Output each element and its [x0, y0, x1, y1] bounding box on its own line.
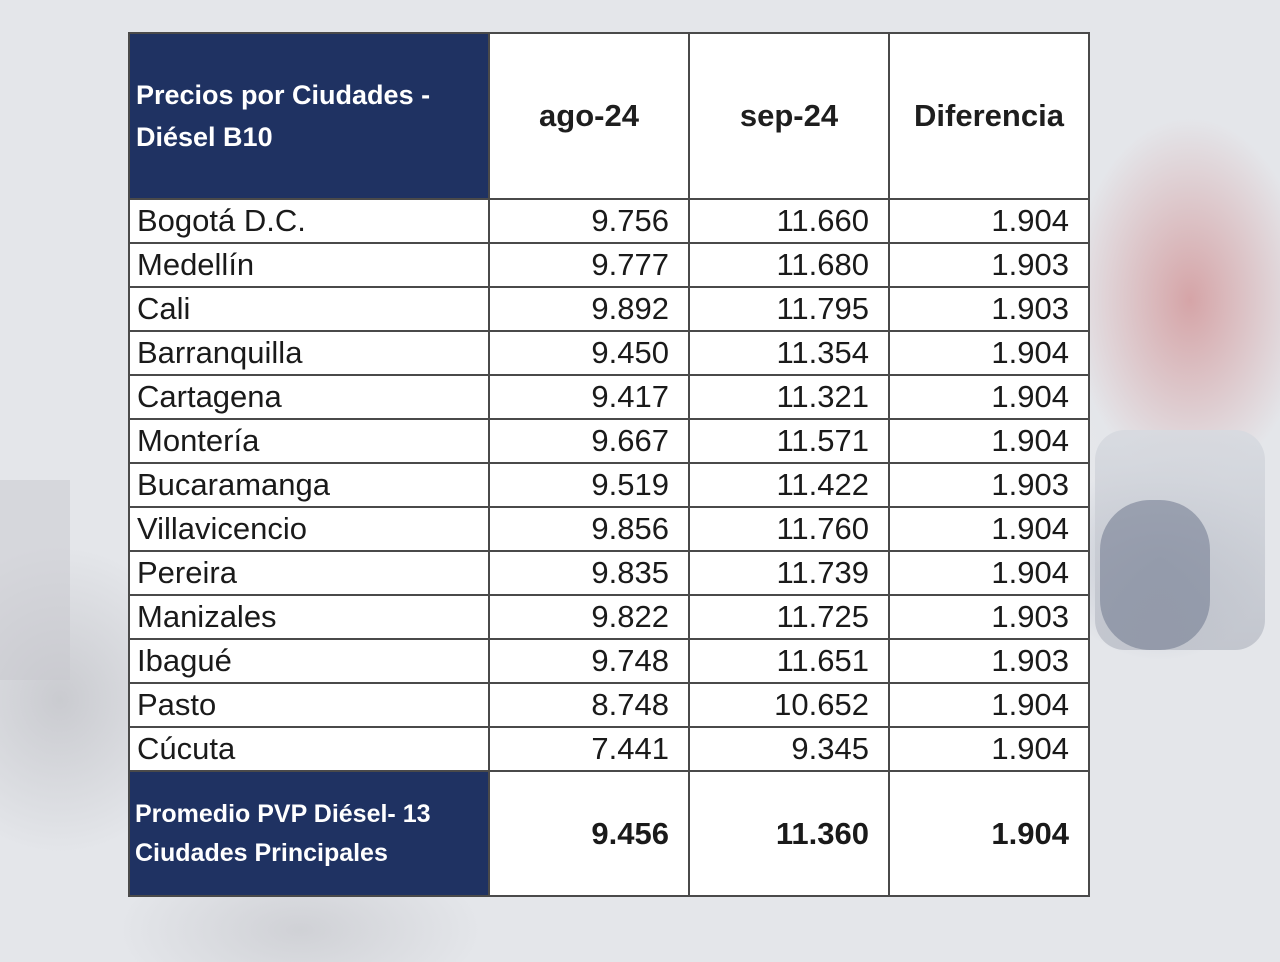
column-header-ago-24: ago-24	[488, 32, 690, 200]
city-name-cell: Villavicencio	[128, 506, 490, 552]
average-label: Promedio PVP Diésel- 13 Ciudades Princip…	[128, 770, 490, 897]
ago-24-value-cell: 9.892	[488, 286, 690, 332]
diferencia-value-cell: 1.904	[888, 726, 1090, 772]
sep-24-value-cell: 11.571	[688, 418, 890, 464]
ago-24-value-cell: 9.822	[488, 594, 690, 640]
diferencia-value-cell: 1.903	[888, 638, 1090, 684]
city-name-cell: Cartagena	[128, 374, 490, 420]
city-name-cell: Pasto	[128, 682, 490, 728]
table-row: Cartagena 9.417 11.321 1.904	[128, 374, 1090, 420]
diferencia-value-cell: 1.904	[888, 330, 1090, 376]
background-pump	[0, 480, 70, 680]
ago-24-value-cell: 7.441	[488, 726, 690, 772]
city-name-cell: Barranquilla	[128, 330, 490, 376]
table-row: Montería 9.667 11.571 1.904	[128, 418, 1090, 464]
diferencia-value-cell: 1.904	[888, 506, 1090, 552]
diferencia-value-cell: 1.903	[888, 462, 1090, 508]
city-name-cell: Montería	[128, 418, 490, 464]
table-row: Manizales 9.822 11.725 1.903	[128, 594, 1090, 640]
ago-24-value-cell: 9.417	[488, 374, 690, 420]
sep-24-value-cell: 11.422	[688, 462, 890, 508]
ago-24-value-cell: 9.756	[488, 198, 690, 244]
sep-24-value-cell: 10.652	[688, 682, 890, 728]
table-body: Bogotá D.C. 9.756 11.660 1.904 Medellín 9.777…	[128, 198, 1090, 772]
ago-24-value-cell: 9.856	[488, 506, 690, 552]
sep-24-value-cell: 11.321	[688, 374, 890, 420]
ago-24-value-cell: 9.450	[488, 330, 690, 376]
table-row: Bucaramanga 9.519 11.422 1.903	[128, 462, 1090, 508]
diferencia-value-cell: 1.903	[888, 286, 1090, 332]
table-row: Pasto 8.748 10.652 1.904	[128, 682, 1090, 728]
average-ago-24: 9.456	[488, 770, 690, 897]
table-row: Medellín 9.777 11.680 1.903	[128, 242, 1090, 288]
table-row: Barranquilla 9.450 11.354 1.904	[128, 330, 1090, 376]
diferencia-value-cell: 1.904	[888, 374, 1090, 420]
diferencia-value-cell: 1.904	[888, 198, 1090, 244]
table-title-cell: Precios por Ciudades - Diésel B10	[128, 32, 490, 200]
column-header-diferencia: Diferencia	[888, 32, 1090, 200]
diferencia-value-cell: 1.903	[888, 594, 1090, 640]
ago-24-value-cell: 9.748	[488, 638, 690, 684]
city-name-cell: Cali	[128, 286, 490, 332]
table-row: Cúcuta 7.441 9.345 1.904	[128, 726, 1090, 772]
sep-24-value-cell: 11.795	[688, 286, 890, 332]
diferencia-value-cell: 1.904	[888, 682, 1090, 728]
city-name-cell: Cúcuta	[128, 726, 490, 772]
ago-24-value-cell: 9.777	[488, 242, 690, 288]
sep-24-value-cell: 11.760	[688, 506, 890, 552]
column-header-sep-24: sep-24	[688, 32, 890, 200]
city-name-cell: Bogotá D.C.	[128, 198, 490, 244]
sep-24-value-cell: 11.660	[688, 198, 890, 244]
ago-24-value-cell: 9.519	[488, 462, 690, 508]
sep-24-value-cell: 11.651	[688, 638, 890, 684]
ago-24-value-cell: 8.748	[488, 682, 690, 728]
city-name-cell: Manizales	[128, 594, 490, 640]
diferencia-value-cell: 1.903	[888, 242, 1090, 288]
table-header-row: Precios por Ciudades - Diésel B10 ago-24…	[128, 32, 1090, 200]
table-row: Pereira 9.835 11.739 1.904	[128, 550, 1090, 596]
diferencia-value-cell: 1.904	[888, 418, 1090, 464]
diesel-price-table: Precios por Ciudades - Diésel B10 ago-24…	[128, 32, 1090, 897]
average-sep-24: 11.360	[688, 770, 890, 897]
average-diferencia: 1.904	[888, 770, 1090, 897]
city-name-cell: Ibagué	[128, 638, 490, 684]
table-row: Ibagué 9.748 11.651 1.903	[128, 638, 1090, 684]
sep-24-value-cell: 11.680	[688, 242, 890, 288]
sep-24-value-cell: 9.345	[688, 726, 890, 772]
city-name-cell: Medellín	[128, 242, 490, 288]
ago-24-value-cell: 9.835	[488, 550, 690, 596]
sep-24-value-cell: 11.739	[688, 550, 890, 596]
sep-24-value-cell: 11.725	[688, 594, 890, 640]
background-glove	[1100, 500, 1210, 650]
average-row: Promedio PVP Diésel- 13 Ciudades Princip…	[128, 770, 1090, 897]
table-row: Cali 9.892 11.795 1.903	[128, 286, 1090, 332]
city-name-cell: Bucaramanga	[128, 462, 490, 508]
diferencia-value-cell: 1.904	[888, 550, 1090, 596]
sep-24-value-cell: 11.354	[688, 330, 890, 376]
table-row: Bogotá D.C. 9.756 11.660 1.904	[128, 198, 1090, 244]
table-row: Villavicencio 9.856 11.760 1.904	[128, 506, 1090, 552]
city-name-cell: Pereira	[128, 550, 490, 596]
ago-24-value-cell: 9.667	[488, 418, 690, 464]
